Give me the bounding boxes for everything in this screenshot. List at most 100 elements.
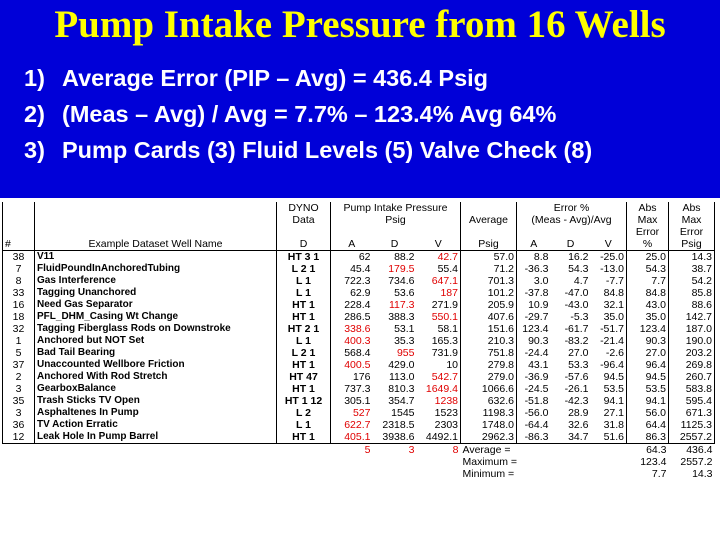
row-well-name: GearboxBalance bbox=[34, 383, 277, 395]
row-id: 37 bbox=[2, 359, 35, 371]
row-pip-v: 10 bbox=[446, 359, 458, 371]
row-pip-d: 810.3 bbox=[388, 383, 415, 395]
row-pip-v: 550.1 bbox=[431, 311, 458, 323]
row-abs-pct: 123.4 bbox=[626, 323, 669, 335]
row-dyno: L 2 1 bbox=[276, 263, 331, 275]
row-average: 57.0 bbox=[460, 250, 517, 263]
row-pip-v: 42.7 bbox=[437, 251, 458, 263]
row-pip-v: 731.9 bbox=[431, 347, 458, 359]
row-error-a: 43.1 bbox=[516, 359, 551, 371]
header-abs-psig: Psig bbox=[668, 238, 715, 251]
summary-row: Maximum = 123.4 2557.2 bbox=[3, 456, 715, 468]
row-error-d: 4.7 bbox=[573, 275, 589, 287]
row-error-a: -36.3 bbox=[516, 263, 551, 275]
row-average: 279.8 bbox=[460, 359, 517, 371]
table-row: 2 Anchored With Rod Stretch HT 47 176 113.0 5… bbox=[2, 371, 715, 383]
row-error-v: -21.4 bbox=[600, 335, 624, 347]
row-average: 701.3 bbox=[460, 275, 517, 287]
header-dyno: D bbox=[276, 238, 331, 251]
row-abs-psig: 595.4 bbox=[668, 395, 715, 407]
row-pip-d: 429.0 bbox=[388, 359, 415, 371]
spreadsheet-panel: DYNO Pump Intake Pressure Error % Abs Ab… bbox=[0, 198, 720, 540]
row-error-a: -64.4 bbox=[516, 419, 551, 431]
bullet-item: 3) Pump Cards (3) Fluid Levels (5) Valve … bbox=[24, 132, 592, 168]
row-pip-a: 286.5 bbox=[330, 311, 373, 323]
header-error: (Meas - Avg)/Avg bbox=[516, 214, 627, 226]
header-v: V bbox=[416, 238, 461, 251]
row-abs-psig: 260.7 bbox=[668, 371, 715, 383]
bullet-number: 3) bbox=[24, 137, 45, 163]
row-pip-d: 2318.5 bbox=[382, 419, 415, 431]
row-pip-a: 527 bbox=[330, 407, 373, 419]
row-well-name: Tagging Unanchored bbox=[34, 287, 277, 299]
row-dyno: HT 1 bbox=[276, 431, 331, 444]
header-cell bbox=[34, 214, 277, 226]
row-error-v: -2.6 bbox=[605, 347, 624, 359]
row-error-d: 34.7 bbox=[550, 431, 591, 444]
summary-label: Average = bbox=[462, 444, 511, 456]
row-abs-psig: 269.8 bbox=[668, 359, 715, 371]
row-dyno: HT 47 bbox=[276, 371, 331, 383]
row-dyno: HT 1 bbox=[276, 299, 331, 311]
table-row: 18 PFL_DHM_Casing Wt Change HT 1 286.5 388.3… bbox=[2, 311, 715, 323]
header-abs-pct: % bbox=[626, 238, 669, 251]
row-abs-pct: 27.0 bbox=[626, 347, 669, 359]
pip-data-table: DYNO Pump Intake Pressure Error % Abs Ab… bbox=[2, 202, 715, 480]
table-row: 5 Bad Tail Bearing L 2 1 568.4 955 731.9 751.8… bbox=[2, 347, 715, 359]
row-pip-v: 2303 bbox=[434, 419, 458, 431]
table-row: 33 Tagging Unanchored L 1 62.9 53.6 187 101.2-… bbox=[2, 287, 715, 299]
table-row: 32 Tagging Fiberglass Rods on Downstroke H… bbox=[2, 323, 715, 335]
row-abs-psig: 38.7 bbox=[668, 263, 715, 275]
row-id: 3 bbox=[2, 407, 35, 419]
row-well-name: Anchored but NOT Set bbox=[34, 335, 277, 347]
row-pip-v: 647.1 bbox=[431, 275, 458, 287]
row-pip-v: 4492.1 bbox=[416, 431, 461, 444]
row-abs-psig: 88.6 bbox=[668, 299, 715, 311]
row-abs-psig: 671.3 bbox=[668, 407, 715, 419]
row-well-name: Trash Sticks TV Open bbox=[34, 395, 277, 407]
row-dyno: L 1 bbox=[276, 335, 331, 347]
header-d: D bbox=[550, 238, 591, 251]
row-error-a: -86.3 bbox=[516, 431, 551, 444]
row-error-a: 123.4 bbox=[516, 323, 551, 335]
row-error-v: 94.1 bbox=[603, 395, 624, 407]
bullet-list: 1) Average Error (PIP – Avg) = 436.4 Psig… bbox=[24, 60, 592, 168]
row-id: 38 bbox=[2, 250, 35, 263]
row-abs-psig: 85.8 bbox=[668, 287, 715, 299]
row-pip-d: 3938.6 bbox=[372, 431, 417, 444]
summary-pct: 64.3 bbox=[646, 444, 667, 456]
row-abs-psig: 14.3 bbox=[668, 250, 715, 263]
header-cell bbox=[276, 226, 331, 238]
row-error-v: 94.5 bbox=[603, 371, 624, 383]
row-error-v: -96.4 bbox=[600, 359, 624, 371]
counts-row: 5 3 8 Average = 64.3 436.4 bbox=[3, 443, 715, 456]
row-pip-a: 45.4 bbox=[330, 263, 373, 275]
row-error-d: -47.0 bbox=[564, 287, 589, 299]
row-id: 5 bbox=[2, 347, 35, 359]
row-id: 2 bbox=[2, 371, 35, 383]
row-pip-v: 165.3 bbox=[431, 335, 458, 347]
row-error-v: -7.7 bbox=[605, 275, 624, 287]
row-error-d: -61.7 bbox=[564, 323, 589, 335]
header-cell bbox=[2, 214, 35, 226]
table-row: 3 GearboxBalance HT 1 737.3 810.3 1649.4 1066.… bbox=[2, 383, 715, 395]
row-average: 1066.6 bbox=[460, 383, 517, 395]
row-abs-psig: 142.7 bbox=[668, 311, 715, 323]
row-pip-v: 542.7 bbox=[431, 371, 458, 383]
header-a: A bbox=[330, 238, 373, 251]
row-error-a: -56.0 bbox=[516, 407, 551, 419]
row-dyno: HT 1 12 bbox=[276, 395, 331, 407]
header-dyno: DYNO bbox=[276, 202, 331, 214]
row-well-name: Need Gas Separator bbox=[34, 299, 277, 311]
header-average: Average bbox=[460, 214, 517, 226]
row-abs-psig: 187.0 bbox=[668, 323, 715, 335]
row-average: 101.2 bbox=[460, 287, 517, 299]
table-row: 37 Unaccounted Wellbore Friction HT 1 400.5… bbox=[2, 359, 715, 371]
row-abs-pct: 25.0 bbox=[626, 250, 669, 263]
row-abs-psig: 190.0 bbox=[668, 335, 715, 347]
row-error-a: 3.0 bbox=[516, 275, 551, 287]
row-pip-d: 113.0 bbox=[389, 371, 415, 383]
row-error-a: -29.7 bbox=[516, 311, 551, 323]
row-well-name: Anchored With Rod Stretch bbox=[34, 371, 277, 383]
row-abs-psig: 203.2 bbox=[668, 347, 715, 359]
